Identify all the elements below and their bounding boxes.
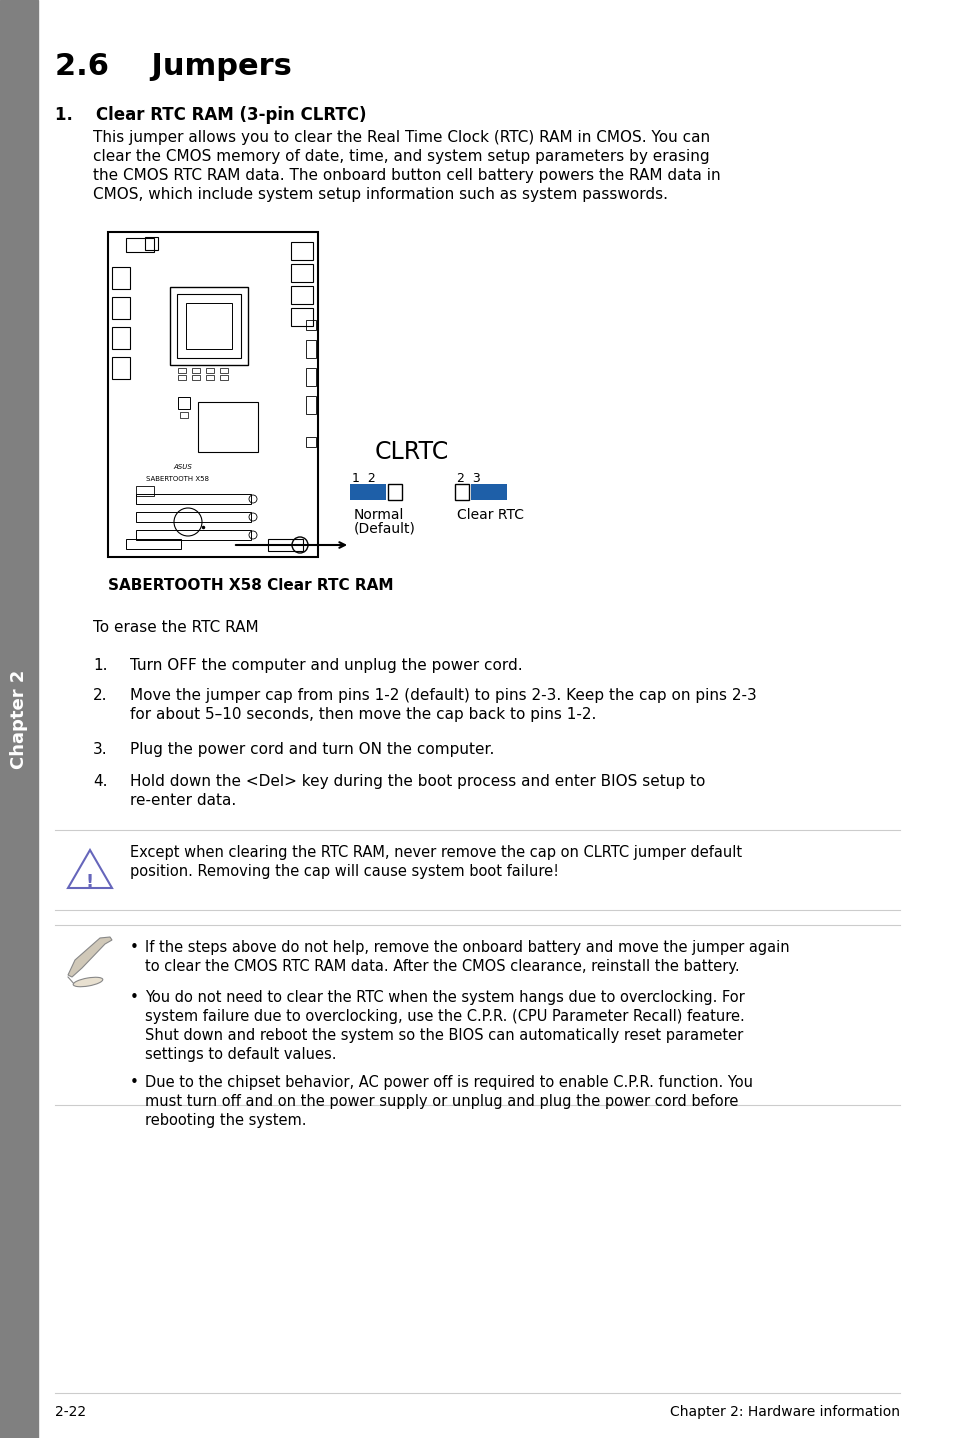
Text: Clear RTC: Clear RTC	[456, 508, 523, 522]
Bar	[306, 321, 315, 329]
Text: Except when clearing the RTC RAM, never remove the cap on CLRTC jumper default: Except when clearing the RTC RAM, never …	[130, 846, 741, 860]
Bar	[291, 265, 313, 282]
Bar	[112, 326, 130, 349]
Bar	[220, 375, 228, 380]
Text: Move the jumper cap from pins 1-2 (default) to pins 2-3. Keep the cap on pins 2-: Move the jumper cap from pins 1-2 (defau…	[130, 687, 756, 703]
Text: ASUS: ASUS	[172, 464, 192, 470]
Text: Chapter 2: Hardware information: Chapter 2: Hardware information	[669, 1405, 899, 1419]
Bar	[136, 495, 251, 503]
Bar	[112, 267, 130, 289]
Bar	[136, 531, 251, 541]
Text: the CMOS RTC RAM data. The onboard button cell battery powers the RAM data in: the CMOS RTC RAM data. The onboard butto…	[92, 168, 720, 183]
Text: Turn OFF the computer and unplug the power cord.: Turn OFF the computer and unplug the pow…	[130, 659, 522, 673]
Text: must turn off and on the power supply or unplug and plug the power cord before: must turn off and on the power supply or…	[145, 1094, 738, 1109]
Text: Due to the chipset behavior, AC power off is required to enable C.P.R. function.: Due to the chipset behavior, AC power of…	[145, 1076, 752, 1090]
Text: Hold down the <Del> key during the boot process and enter BIOS setup to: Hold down the <Del> key during the boot …	[130, 774, 704, 789]
Bar	[136, 486, 153, 496]
Bar	[177, 293, 241, 358]
Text: CMOS, which include system setup information such as system passwords.: CMOS, which include system setup informa…	[92, 187, 667, 201]
Bar	[306, 395, 315, 414]
Text: 1.: 1.	[92, 659, 108, 673]
Bar	[206, 375, 213, 380]
Bar	[350, 485, 386, 500]
Bar	[126, 539, 181, 549]
Bar	[306, 368, 315, 385]
Text: 2  3: 2 3	[456, 472, 480, 485]
Text: Normal: Normal	[354, 508, 404, 522]
Bar	[306, 339, 315, 358]
Bar	[126, 239, 153, 252]
Bar	[455, 485, 469, 500]
Text: If the steps above do not help, remove the onboard battery and move the jumper a: If the steps above do not help, remove t…	[145, 940, 789, 955]
Text: You do not need to clear the RTC when the system hangs due to overclocking. For: You do not need to clear the RTC when th…	[145, 989, 744, 1005]
Bar	[192, 368, 200, 372]
Bar	[192, 375, 200, 380]
Bar	[268, 539, 303, 551]
Bar	[186, 303, 232, 349]
Bar	[178, 368, 186, 372]
Text: 3.: 3.	[92, 742, 108, 756]
Text: SABERTOOTH X58 Clear RTC RAM: SABERTOOTH X58 Clear RTC RAM	[108, 578, 393, 592]
Text: Chapter 2: Chapter 2	[10, 669, 28, 769]
Bar	[198, 403, 257, 452]
Text: 4.: 4.	[92, 774, 108, 789]
Text: !: !	[86, 873, 94, 892]
Bar	[112, 298, 130, 319]
Text: 2.6    Jumpers: 2.6 Jumpers	[55, 52, 292, 81]
Text: CLRTC: CLRTC	[375, 440, 449, 464]
Bar	[180, 413, 188, 418]
Text: To erase the RTC RAM: To erase the RTC RAM	[92, 620, 258, 636]
Text: SABERTOOTH X58: SABERTOOTH X58	[146, 476, 209, 482]
Bar	[291, 308, 313, 326]
Text: Shut down and reboot the system so the BIOS can automatically reset parameter: Shut down and reboot the system so the B…	[145, 1028, 742, 1043]
Bar	[178, 397, 190, 408]
Bar	[471, 485, 506, 500]
Text: system failure due to overclocking, use the C.P.R. (CPU Parameter Recall) featur: system failure due to overclocking, use …	[145, 1009, 744, 1024]
Text: 1.    Clear RTC RAM (3-pin CLRTC): 1. Clear RTC RAM (3-pin CLRTC)	[55, 106, 366, 124]
Text: •: •	[130, 1076, 139, 1090]
Text: 2-22: 2-22	[55, 1405, 86, 1419]
Bar	[170, 288, 248, 365]
Polygon shape	[68, 850, 112, 889]
Bar	[388, 485, 401, 500]
Bar	[136, 512, 251, 522]
Text: rebooting the system.: rebooting the system.	[145, 1113, 306, 1127]
Text: •: •	[130, 940, 139, 955]
Polygon shape	[68, 938, 112, 976]
Text: to clear the CMOS RTC RAM data. After the CMOS clearance, reinstall the battery.: to clear the CMOS RTC RAM data. After th…	[145, 959, 739, 974]
Bar	[306, 437, 315, 447]
Text: (Default): (Default)	[354, 522, 416, 536]
Text: 1  2: 1 2	[352, 472, 375, 485]
Bar	[145, 237, 158, 250]
Ellipse shape	[73, 978, 103, 986]
Text: clear the CMOS memory of date, time, and system setup parameters by erasing: clear the CMOS memory of date, time, and…	[92, 150, 709, 164]
Text: Plug the power cord and turn ON the computer.: Plug the power cord and turn ON the comp…	[130, 742, 494, 756]
Bar	[220, 368, 228, 372]
Text: for about 5–10 seconds, then move the cap back to pins 1-2.: for about 5–10 seconds, then move the ca…	[130, 707, 596, 722]
Text: position. Removing the cap will cause system boot failure!: position. Removing the cap will cause sy…	[130, 864, 558, 879]
Bar	[178, 375, 186, 380]
Text: settings to default values.: settings to default values.	[145, 1047, 336, 1063]
Bar	[112, 357, 130, 380]
Bar	[0, 0, 38, 1438]
Bar	[108, 232, 317, 557]
Bar	[206, 368, 213, 372]
Text: re-enter data.: re-enter data.	[130, 792, 236, 808]
Text: 2.: 2.	[92, 687, 108, 703]
Bar	[291, 286, 313, 303]
Bar	[291, 242, 313, 260]
Text: This jumper allows you to clear the Real Time Clock (RTC) RAM in CMOS. You can: This jumper allows you to clear the Real…	[92, 129, 709, 145]
Text: •: •	[130, 989, 139, 1005]
